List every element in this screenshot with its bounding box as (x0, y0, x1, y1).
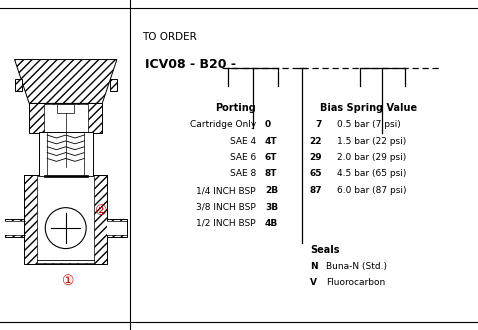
Bar (5, 219, 24, 237)
Bar (14, 79, 22, 91)
Text: Fluorocarbon: Fluorocarbon (326, 278, 385, 287)
Bar (29, 103, 102, 133)
Text: 1/2 INCH BSP: 1/2 INCH BSP (196, 219, 256, 228)
Bar (44, 104, 87, 132)
Text: N: N (310, 262, 317, 271)
Text: 29: 29 (309, 153, 322, 162)
Text: 4.5 bar (65 psi): 4.5 bar (65 psi) (337, 170, 406, 179)
Text: 8T: 8T (265, 170, 278, 179)
Text: SAE 6: SAE 6 (230, 153, 256, 162)
Text: ②: ② (95, 204, 107, 217)
Bar (39, 132, 93, 177)
Text: SAE 8: SAE 8 (230, 170, 256, 179)
Text: 7: 7 (315, 120, 322, 129)
Text: 4B: 4B (265, 219, 278, 228)
Text: 2.0 bar (29 psi): 2.0 bar (29 psi) (337, 153, 406, 162)
Bar (29, 103, 102, 133)
Bar (5, 221, 24, 235)
Text: 0: 0 (265, 120, 271, 129)
Text: ICV08 - B20 -: ICV08 - B20 - (145, 58, 236, 71)
Text: Seals: Seals (310, 245, 339, 255)
Polygon shape (14, 59, 117, 103)
Bar (109, 79, 117, 91)
Text: 6.0 bar (87 psi): 6.0 bar (87 psi) (337, 186, 406, 195)
Text: 87: 87 (309, 186, 322, 195)
Text: 22: 22 (309, 137, 322, 146)
Bar (107, 221, 127, 235)
Text: 6T: 6T (265, 153, 278, 162)
Text: 4T: 4T (265, 137, 278, 146)
Text: 1/4 INCH BSP: 1/4 INCH BSP (196, 186, 256, 195)
Text: Buna-N (Std.): Buna-N (Std.) (326, 262, 387, 271)
Bar (24, 176, 107, 264)
Text: 65: 65 (309, 170, 322, 179)
Bar (14, 79, 22, 91)
Bar (44, 176, 87, 178)
Bar (107, 219, 127, 237)
Bar (107, 219, 127, 237)
Text: 3B: 3B (265, 203, 278, 212)
Bar (57, 104, 75, 113)
Text: SAE 4: SAE 4 (230, 137, 256, 146)
Text: ①: ① (62, 274, 75, 288)
Bar (24, 176, 107, 264)
Text: 3/8 INCH BSP: 3/8 INCH BSP (196, 203, 256, 212)
Text: V: V (310, 278, 317, 287)
Text: TO ORDER: TO ORDER (142, 32, 197, 42)
Text: Cartridge Only: Cartridge Only (190, 120, 256, 129)
Text: 1.5 bar (22 psi): 1.5 bar (22 psi) (337, 137, 406, 146)
Text: Porting: Porting (215, 103, 256, 113)
Circle shape (45, 208, 86, 248)
Text: Bias Spring Value: Bias Spring Value (320, 103, 417, 113)
Bar (37, 177, 94, 263)
Text: 2B: 2B (265, 186, 278, 195)
Bar (5, 219, 24, 237)
Text: 0.5 bar (7 psi): 0.5 bar (7 psi) (337, 120, 401, 129)
Bar (109, 79, 117, 91)
